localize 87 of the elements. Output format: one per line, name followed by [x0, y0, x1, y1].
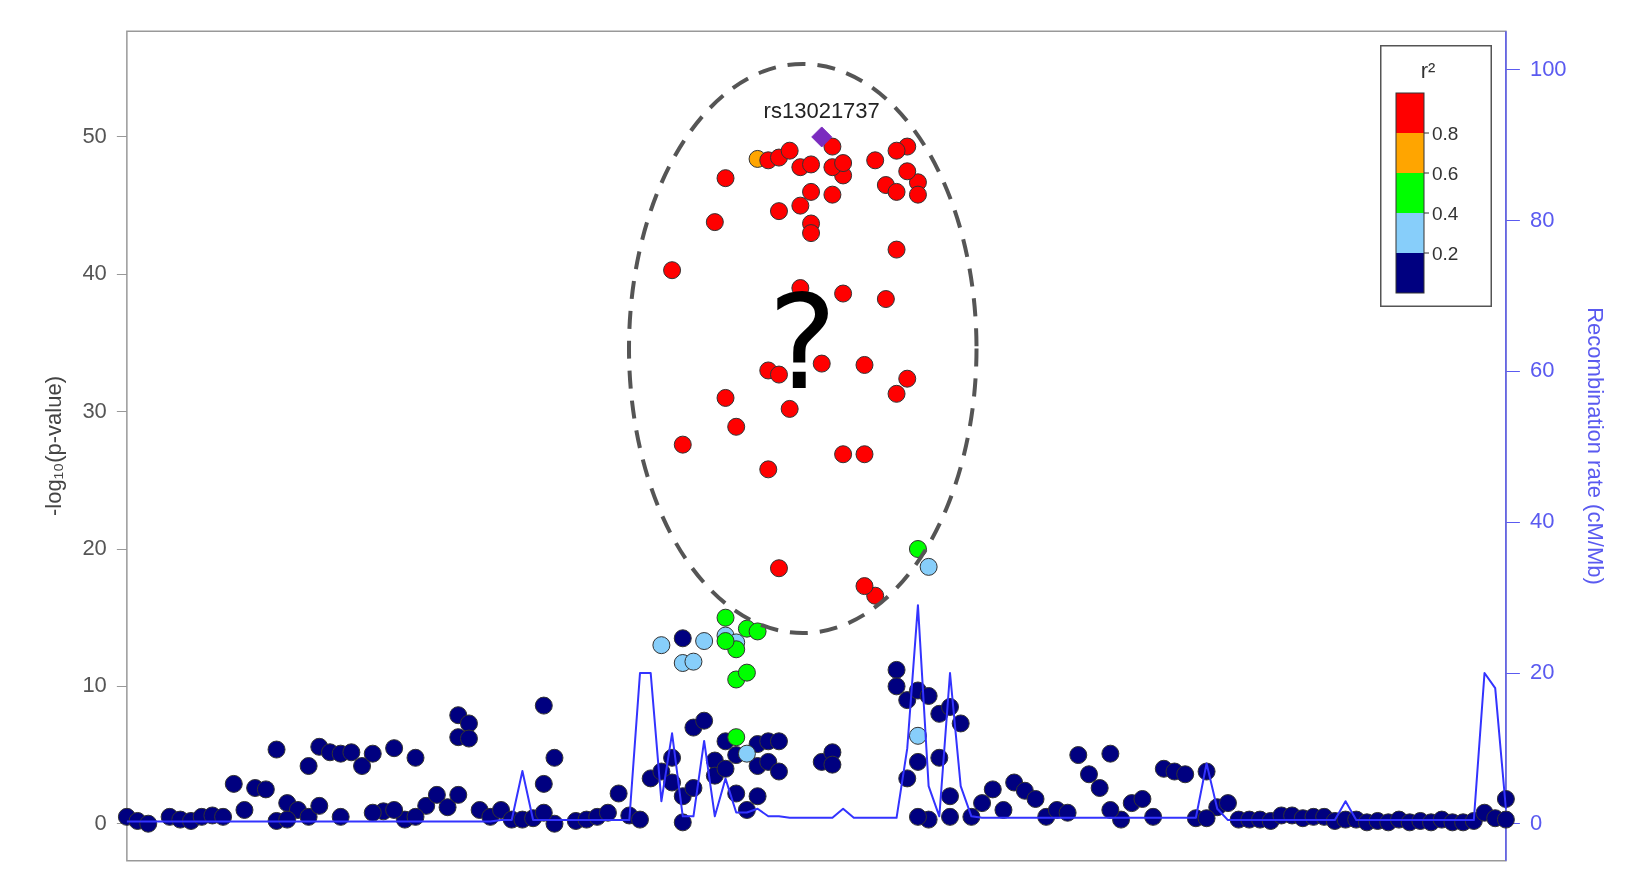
point — [834, 445, 853, 464]
point — [823, 137, 842, 156]
point — [673, 629, 692, 648]
point — [780, 399, 799, 418]
point — [769, 762, 788, 781]
point — [737, 663, 756, 682]
point — [727, 417, 746, 436]
point — [834, 154, 853, 173]
y-tick-label: 20 — [82, 535, 107, 561]
point — [791, 196, 810, 215]
point — [823, 185, 842, 204]
point — [866, 151, 885, 170]
point — [663, 261, 682, 280]
point — [716, 632, 735, 651]
y-tick-label: 50 — [82, 123, 107, 149]
point — [855, 445, 874, 464]
y2-axis-title: Recombination rate (cM/Mb) — [1582, 307, 1608, 585]
point — [941, 787, 960, 806]
point — [802, 155, 821, 174]
point — [1197, 809, 1216, 828]
point — [727, 728, 746, 747]
point — [919, 557, 938, 576]
point — [716, 388, 735, 407]
point — [898, 162, 917, 181]
point — [802, 224, 821, 243]
point — [855, 355, 874, 374]
point — [908, 726, 927, 745]
point — [887, 182, 906, 201]
y2-tick-label: 80 — [1529, 206, 1555, 232]
y2-tick-label: 40 — [1529, 508, 1555, 534]
point — [737, 744, 756, 763]
point — [908, 807, 927, 826]
point — [769, 559, 788, 578]
point — [887, 141, 906, 160]
point — [802, 182, 821, 201]
point — [759, 752, 778, 771]
annotation: 0.8 — [1431, 123, 1459, 145]
y2-tick-label: 100 — [1529, 55, 1567, 81]
annotation: ? — [767, 267, 839, 420]
y-tick-label: 0 — [94, 809, 107, 835]
y-axis-title: -log₁₀(p-value) — [41, 375, 67, 517]
y-tick-label: 30 — [82, 397, 107, 423]
point — [887, 677, 906, 696]
point — [855, 577, 874, 596]
point — [652, 636, 671, 655]
point — [716, 759, 735, 778]
point — [1101, 800, 1120, 819]
point — [748, 622, 767, 641]
point — [673, 435, 692, 454]
annotation: rs13021737 — [763, 98, 880, 124]
point — [941, 807, 960, 826]
point — [684, 652, 703, 671]
point — [459, 729, 478, 748]
point — [716, 608, 735, 627]
point — [716, 169, 735, 188]
point — [748, 787, 767, 806]
point — [887, 240, 906, 259]
point — [887, 384, 906, 403]
y-tick-label: 40 — [82, 260, 107, 286]
y2-tick-label: 60 — [1529, 357, 1555, 383]
annotation: 0.2 — [1431, 243, 1459, 265]
point — [1496, 810, 1515, 829]
point — [898, 369, 917, 388]
point — [780, 141, 799, 160]
point — [673, 813, 692, 832]
point — [811, 126, 833, 148]
point — [534, 774, 553, 793]
point — [705, 213, 724, 232]
point — [363, 803, 382, 822]
annotation: 0.4 — [1431, 203, 1459, 225]
y-tick-label: 10 — [82, 672, 107, 698]
y2-tick-label: 0 — [1529, 809, 1543, 835]
point — [769, 202, 788, 221]
point — [695, 632, 714, 651]
annotation: 0.6 — [1431, 163, 1459, 185]
point — [823, 755, 842, 774]
point — [876, 290, 895, 309]
point — [534, 803, 553, 822]
point — [908, 752, 927, 771]
point — [908, 185, 927, 204]
color-bar-title: r² — [1420, 58, 1436, 84]
y2-tick-label: 20 — [1529, 659, 1555, 685]
point — [834, 284, 853, 303]
point — [759, 460, 778, 479]
point — [449, 785, 468, 804]
point — [385, 800, 404, 819]
point — [310, 796, 329, 815]
